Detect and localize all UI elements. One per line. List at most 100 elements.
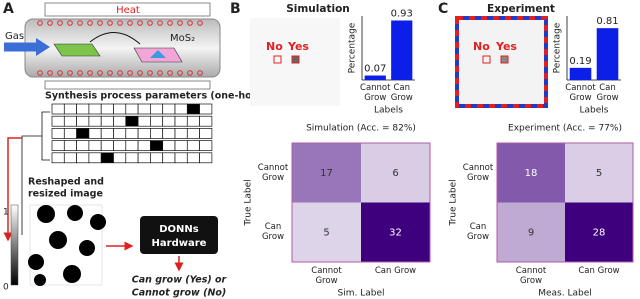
cell <box>292 202 361 262</box>
output-label: Can grow (Yes) or <box>132 275 228 286</box>
cell-value: 6 <box>392 168 398 179</box>
cell <box>199 140 213 151</box>
hardware-label: DONNs <box>159 224 199 235</box>
cell <box>186 140 200 151</box>
hot-cell <box>186 103 200 115</box>
coil <box>127 20 133 26</box>
x-tick-label: Cannot Grow <box>360 83 391 103</box>
image-title: resized image <box>28 189 103 200</box>
coil <box>117 20 123 26</box>
panel-title: Simulation <box>286 3 350 15</box>
cell <box>76 115 90 127</box>
hot-cell <box>150 140 164 151</box>
detector-no <box>273 55 282 64</box>
cell <box>137 115 151 127</box>
value-label: 0.19 <box>569 56 591 67</box>
coil <box>37 70 43 76</box>
cell <box>186 128 200 139</box>
cell <box>292 143 361 203</box>
cell <box>100 140 114 151</box>
bar <box>569 67 592 80</box>
cell <box>88 140 102 151</box>
coil <box>77 20 83 26</box>
y-axis-label: Percentage <box>553 22 563 73</box>
bar <box>391 20 413 80</box>
cell <box>63 128 77 139</box>
frame <box>496 142 634 263</box>
cell <box>76 152 90 164</box>
cell <box>51 128 65 139</box>
colorbar <box>10 204 19 286</box>
cell-value: 17 <box>320 168 333 179</box>
coil <box>77 70 83 76</box>
cell-value: 32 <box>389 227 402 238</box>
yes-label: Yes <box>287 40 309 53</box>
cell-value: 18 <box>525 168 538 179</box>
cell <box>113 115 127 127</box>
image-border <box>455 16 548 108</box>
value-label: 0.93 <box>391 8 413 19</box>
cell <box>63 140 77 151</box>
coil <box>107 70 113 76</box>
y-tick-label: Cannot Grow <box>257 162 289 183</box>
cell <box>88 115 102 127</box>
cell <box>174 140 188 151</box>
cell <box>150 152 164 164</box>
cell <box>76 103 90 115</box>
params-title: Synthesis process parameters (one-hot) <box>45 91 261 102</box>
y-axis-label: Percentage <box>348 22 358 73</box>
heater <box>44 2 211 17</box>
x-axis-label: Sim. Label <box>338 289 385 299</box>
coil <box>67 20 73 26</box>
coil <box>127 70 133 76</box>
cell <box>113 140 127 151</box>
cell <box>174 115 188 127</box>
coils <box>37 20 203 76</box>
coil <box>67 70 73 76</box>
cell <box>162 140 176 151</box>
x-axis-label: Meas. Label <box>538 289 592 299</box>
heater <box>44 80 211 90</box>
coil <box>177 20 183 26</box>
cell <box>63 115 77 127</box>
coil <box>97 70 103 76</box>
coil <box>147 70 153 76</box>
crystal <box>150 50 166 58</box>
cell <box>51 103 65 115</box>
bracket <box>21 111 50 235</box>
coil <box>87 70 93 76</box>
curved-arrow <box>89 32 141 45</box>
coil <box>47 70 53 76</box>
cell <box>88 152 102 164</box>
cell <box>137 128 151 139</box>
cell <box>113 152 127 164</box>
cell <box>565 143 633 203</box>
product-label: MoS₂ <box>170 33 195 44</box>
output-label: Cannot grow (No) <box>132 288 227 299</box>
cell <box>100 115 114 127</box>
yes-label: Yes <box>495 40 517 53</box>
cell <box>199 128 213 139</box>
coil <box>187 20 193 26</box>
y-axis-label: True Label <box>244 179 254 226</box>
panel-label: B <box>230 1 241 17</box>
x-tick-label: Cannot Grow <box>311 266 342 286</box>
hardware-label: Hardware <box>152 238 207 249</box>
cell <box>174 103 188 115</box>
coil <box>107 20 113 26</box>
coil <box>87 20 93 26</box>
x-axis-label: Labels <box>374 106 403 116</box>
cell <box>186 115 200 127</box>
cell <box>125 103 139 115</box>
bar <box>596 28 619 80</box>
x-tick-label: Cannot Grow <box>515 266 547 286</box>
cell <box>174 152 188 164</box>
cell <box>125 140 139 151</box>
cell <box>100 128 114 139</box>
value-label: 0.81 <box>596 16 618 27</box>
red-arrow <box>3 137 22 242</box>
cell <box>565 202 633 262</box>
cell <box>125 152 139 164</box>
cell <box>150 115 164 127</box>
